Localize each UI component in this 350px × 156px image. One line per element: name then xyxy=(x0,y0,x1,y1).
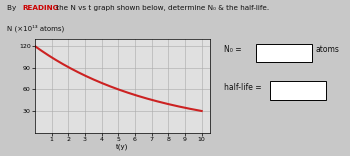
Text: half-life =: half-life = xyxy=(224,83,264,92)
Text: N₀ =: N₀ = xyxy=(224,45,244,54)
Text: the N vs t graph shown below, determine N₀ & the half-life.: the N vs t graph shown below, determine … xyxy=(54,5,270,11)
Text: atoms: atoms xyxy=(315,45,339,54)
Text: By: By xyxy=(7,5,19,11)
X-axis label: t(y): t(y) xyxy=(116,143,129,150)
Text: N (×10¹³ atoms): N (×10¹³ atoms) xyxy=(7,25,64,32)
Text: READING: READING xyxy=(23,5,60,11)
